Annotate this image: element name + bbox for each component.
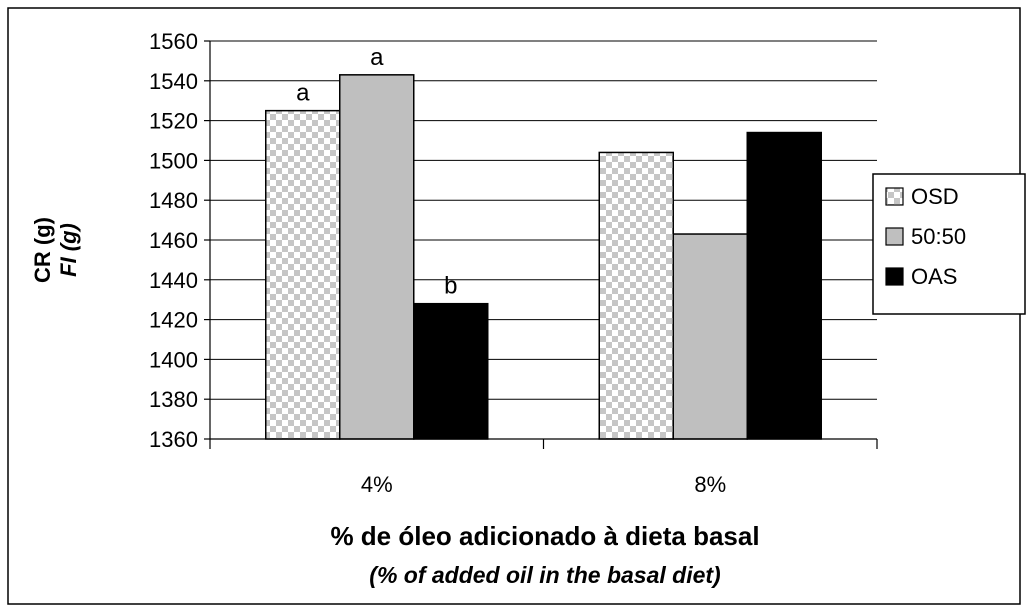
bar-5050-0 xyxy=(339,74,415,440)
legend: OSD 50:50 OAS xyxy=(872,173,1026,315)
y-tick-label: 1360 xyxy=(149,427,198,452)
y-tick-label: 1460 xyxy=(149,228,198,253)
bar-OSD-1 xyxy=(598,151,674,440)
y-tick-label: 1420 xyxy=(149,308,198,333)
y-axis-label-en: FI (g) xyxy=(56,223,81,277)
significance-label: a xyxy=(296,80,310,107)
y-tick-label: 1540 xyxy=(149,69,198,94)
bar-OAS-1 xyxy=(746,131,822,440)
significance-label: b xyxy=(444,273,457,300)
chart-border xyxy=(7,7,1021,605)
bar-5050-1 xyxy=(672,233,748,440)
y-tick-label: 1520 xyxy=(149,109,198,134)
x-tick-label: 8% xyxy=(694,472,726,497)
significance-label: a xyxy=(370,44,384,71)
tick-labels: 1360 1380 1400 1420 1440 1460 1480 1500 1520 1540… xyxy=(149,29,726,497)
y-tick-label: 1440 xyxy=(149,268,198,293)
legend-label: 50:50 xyxy=(911,224,966,249)
legend-label: OAS xyxy=(911,264,957,289)
bar-OAS-0 xyxy=(413,302,489,440)
bar-OSD-0 xyxy=(265,109,341,440)
legend-swatch xyxy=(885,267,904,286)
x-tick-label: 4% xyxy=(361,472,393,497)
y-tick-label: 1500 xyxy=(149,148,198,173)
y-tick-label: 1560 xyxy=(149,29,198,54)
legend-swatch xyxy=(885,187,904,206)
axes xyxy=(204,40,878,449)
y-tick-label: 1480 xyxy=(149,188,198,213)
x-axis-label: % de óleo adicionado à dieta basal xyxy=(330,521,759,551)
y-axis-label: CR (g) xyxy=(30,217,55,283)
legend-swatch xyxy=(885,227,904,246)
legend-label: OSD xyxy=(911,184,959,209)
x-axis-label-en: (% of added oil in the basal diet) xyxy=(369,562,720,588)
y-tick-label: 1380 xyxy=(149,387,198,412)
y-tick-label: 1400 xyxy=(149,347,198,372)
